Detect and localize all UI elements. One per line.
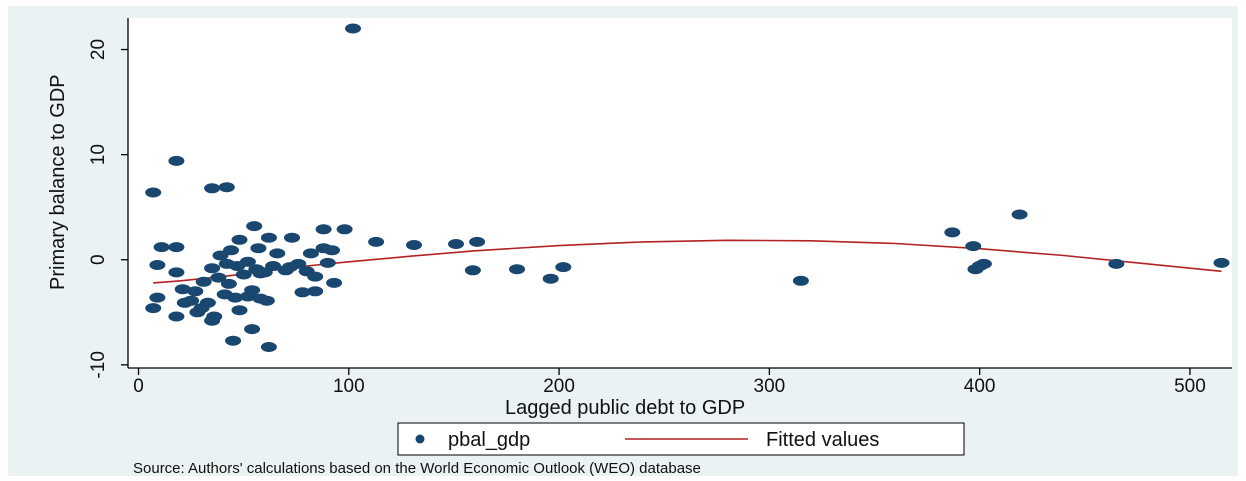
y-tick-label: 10 — [88, 144, 109, 165]
data-point — [193, 303, 210, 314]
data-point — [187, 286, 204, 297]
data-point — [174, 284, 191, 295]
data-point — [298, 266, 315, 277]
data-point — [256, 267, 273, 278]
data-point — [406, 240, 422, 250]
data-point — [195, 276, 212, 287]
data-point — [284, 232, 300, 243]
legend-label-fitted-values: Fitted values — [766, 429, 879, 451]
data-point — [975, 258, 992, 269]
data-point — [944, 227, 961, 238]
data-point — [326, 277, 343, 288]
data-point — [315, 224, 332, 235]
x-tick-label: 500 — [1174, 376, 1206, 397]
scatter-points — [145, 23, 1230, 352]
legend: pbal_gdp Fitted values — [397, 422, 965, 456]
data-point — [319, 257, 336, 268]
data-point — [145, 187, 162, 198]
data-point — [294, 287, 311, 298]
data-point — [153, 242, 170, 253]
legend-label-pbal-gdp: pbal_gdp — [448, 429, 530, 451]
data-point — [235, 269, 252, 280]
data-point — [965, 241, 982, 252]
y-axis-title: Primary balance to GDP — [47, 74, 69, 290]
data-point — [448, 239, 464, 249]
data-point — [212, 250, 229, 261]
data-point — [345, 23, 361, 34]
data-point — [218, 182, 235, 193]
data-point — [542, 273, 559, 284]
data-point — [509, 264, 525, 275]
data-point — [225, 335, 242, 346]
data-point — [149, 260, 166, 270]
data-point — [246, 221, 263, 232]
data-point — [315, 243, 332, 254]
data-point — [269, 248, 286, 259]
data-point — [469, 236, 486, 247]
data-point — [464, 265, 481, 276]
x-tick-label: 100 — [333, 376, 365, 397]
data-point — [210, 272, 227, 283]
data-point — [145, 303, 162, 314]
data-point — [204, 183, 221, 194]
data-point — [307, 286, 324, 297]
x-tick-label: 200 — [543, 376, 575, 397]
data-point — [168, 311, 185, 322]
x-tick-label: 0 — [133, 376, 144, 397]
data-point — [260, 342, 277, 352]
data-point — [250, 243, 267, 254]
data-point — [231, 234, 248, 245]
x-axis-title: Lagged public debt to GDP — [505, 397, 745, 419]
data-point — [1108, 258, 1125, 269]
data-point — [281, 262, 298, 273]
plot-region — [128, 18, 1232, 368]
source-note: Source: Authors' calculations based on t… — [133, 460, 701, 477]
data-point — [231, 305, 248, 316]
data-point — [149, 292, 166, 303]
data-point — [244, 324, 261, 335]
x-tick-group: 0 100 200 300 400 500 — [133, 368, 1206, 397]
legend-marker-pbal-gdp — [415, 434, 425, 444]
data-point — [792, 275, 809, 286]
data-point — [168, 155, 185, 166]
data-point — [336, 224, 353, 235]
data-point — [1213, 257, 1230, 268]
y-tick-label: 20 — [88, 39, 109, 60]
data-point — [204, 263, 221, 274]
data-point — [168, 242, 185, 253]
data-point — [252, 293, 269, 304]
data-point — [239, 291, 256, 302]
y-tick-label: 0 — [88, 254, 109, 265]
data-point — [220, 278, 237, 289]
data-point — [206, 311, 223, 322]
data-point — [260, 232, 277, 243]
x-tick-label: 400 — [964, 376, 996, 397]
y-tick-label: -10 — [88, 351, 109, 378]
data-point — [239, 256, 256, 267]
x-tick-label: 300 — [754, 376, 786, 397]
y-tick-group: -10 0 10 20 — [88, 39, 128, 379]
data-point — [176, 297, 193, 308]
data-point — [368, 236, 385, 247]
data-point — [168, 267, 185, 278]
data-point — [555, 262, 572, 273]
data-point — [227, 292, 244, 303]
data-point — [302, 248, 319, 259]
data-point — [1011, 209, 1028, 220]
